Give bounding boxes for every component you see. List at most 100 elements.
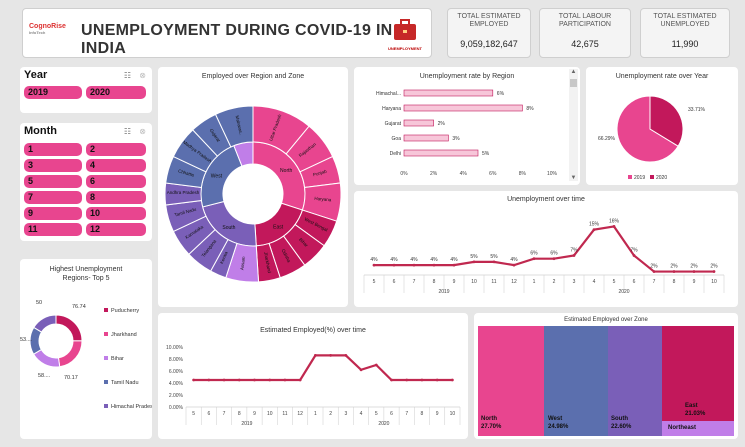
x-tick-label: 12: [297, 411, 303, 417]
x-tick-label: 7: [223, 411, 226, 417]
data-label: 5%: [482, 151, 490, 157]
slicer-item-month[interactable]: 8: [86, 191, 146, 204]
kpi-value: 11,990: [671, 39, 699, 49]
data-label: 4%: [390, 257, 398, 263]
title-line: Highest Unemployment: [49, 266, 123, 273]
clear-filter-icon[interactable]: ⊗: [139, 127, 146, 136]
slicer-item-2019[interactable]: 2019: [24, 86, 82, 99]
cell-label: Northeast: [668, 425, 697, 431]
month-slicer: Month ☷ ⊗ 1 2 3 4 5 6 7 8 9 10 11 12: [20, 123, 152, 241]
data-point: [612, 225, 616, 228]
cell-value: 21.03%: [685, 411, 706, 417]
data-point: [374, 363, 378, 367]
chart-title: Unemployment over time: [507, 196, 585, 203]
data-point: [452, 263, 456, 267]
x-tick-label: 5: [613, 279, 616, 285]
chart-title: Estimated Employed(%) over time: [260, 327, 366, 334]
data-point: [392, 263, 396, 267]
slicer-item-month[interactable]: 9: [24, 207, 82, 220]
scroll-thumb[interactable]: [570, 79, 577, 87]
treemap-panel: Estimated Employed over Zone North 27.70…: [474, 313, 738, 439]
multi-select-icon[interactable]: ☷: [123, 71, 132, 80]
legend-label: 2019: [634, 175, 645, 181]
treemap-cell-south[interactable]: South 22.60%: [608, 326, 662, 436]
x-tick-label: 2: [553, 279, 556, 285]
treemap-cell-northeast[interactable]: Northeast: [662, 421, 734, 436]
bar: [403, 119, 434, 127]
x-group-label: 2020: [378, 421, 389, 427]
cell-label: South: [611, 416, 628, 422]
data-point: [372, 263, 376, 267]
data-point: [283, 378, 287, 382]
slicer-item-month[interactable]: 4: [86, 159, 146, 172]
data-point: [592, 228, 596, 232]
slicer-item-month[interactable]: 5: [24, 175, 82, 188]
data-label: 3%: [452, 136, 460, 142]
clear-filter-icon[interactable]: ⊗: [139, 71, 146, 80]
data-label: 8%: [526, 106, 534, 112]
scroll-down-icon[interactable]: ▼: [570, 175, 577, 181]
unemployment-time-panel: Unemployment over time 4% 4% 4% 4% 4% 5% 5% 4% 6…: [354, 191, 738, 307]
slicer-item-month[interactable]: 10: [86, 207, 146, 220]
vertical-scrollbar[interactable]: ▲ ▼: [569, 69, 578, 181]
slicer-item-month[interactable]: 1: [24, 143, 82, 156]
legend-label: Himachal Pradesh: [111, 404, 152, 410]
year-slicer: Year ☷ ⊗ 2019 2020: [20, 67, 152, 113]
logo-text: CognoRise: [29, 23, 66, 30]
slicer-item-month[interactable]: 7: [24, 191, 82, 204]
data-point: [359, 368, 363, 372]
zone-label: South: [222, 225, 235, 231]
slicer-item-month[interactable]: 11: [24, 223, 82, 236]
x-tick-label: 5: [375, 411, 378, 417]
page-title: UNEMPLOYMENT DURING COVID-19 IN INDIA: [81, 22, 393, 57]
x-tick-label: 8: [238, 411, 241, 417]
treemap-cell-east[interactable]: East 21.03%: [662, 326, 734, 421]
slicer-item-month[interactable]: 12: [86, 223, 146, 236]
region-segment: [214, 105, 254, 148]
region-label: Bihar: [298, 237, 309, 248]
filter-icons: ☷ ⊗: [124, 71, 146, 80]
scroll-up-icon[interactable]: ▲: [570, 69, 577, 75]
x-tick-label: 10: [267, 411, 273, 417]
legend-label: Jharkhand: [111, 332, 137, 338]
slicer-item-month[interactable]: 3: [24, 159, 82, 172]
legend-swatch: [104, 356, 108, 360]
treemap-cell-north[interactable]: North 27.70%: [478, 326, 544, 436]
tick-label: 2%: [430, 171, 438, 177]
data-point: [472, 260, 476, 264]
region-label: Maharas..: [235, 115, 244, 136]
kpi-value: 9,059,182,647: [460, 39, 518, 49]
tick-label: 6%: [489, 171, 497, 177]
pie-slice: [649, 95, 684, 147]
tick-label: 4%: [460, 171, 468, 177]
employed-time-panel: Estimated Employed(%) over time 10.00% 8.…: [158, 313, 468, 439]
category-label: Delhi: [390, 151, 401, 157]
zone-label: North: [280, 168, 292, 174]
data-point: [420, 378, 424, 382]
slicer-item-2020[interactable]: 2020: [86, 86, 146, 99]
region-label: Tamil Nadu: [174, 206, 197, 217]
data-point: [552, 257, 556, 261]
treemap-cell-west[interactable]: West 24.98%: [544, 326, 608, 436]
x-tick-label: 7: [413, 279, 416, 285]
x-tick-label: 9: [693, 279, 696, 285]
slicer-item-month[interactable]: 6: [86, 175, 146, 188]
kpi-label: TOTAL ESTIMATED EMPLOYED: [457, 13, 521, 28]
data-label: 33.71%: [688, 107, 706, 113]
bar: [403, 134, 449, 142]
x-tick-label: 11: [282, 411, 287, 417]
cell-label: West: [548, 416, 563, 422]
slicer-item-month[interactable]: 2: [86, 143, 146, 156]
y-tick-label: 8.00%: [169, 357, 184, 363]
slicer-title: Month: [24, 125, 57, 137]
data-point: [268, 378, 272, 382]
multi-select-icon[interactable]: ☷: [123, 127, 132, 136]
region-label: Andhra Pradesh: [167, 190, 200, 195]
filter-icons: ☷ ⊗: [124, 127, 146, 136]
legend-swatch: [628, 175, 632, 179]
legend-label: Tamil Nadu: [111, 380, 139, 386]
data-point: [237, 378, 241, 382]
x-tick-label: 8: [433, 279, 436, 285]
kpi-labour-participation: TOTAL LABOUR PARTICIPATION 42,675: [539, 8, 631, 58]
